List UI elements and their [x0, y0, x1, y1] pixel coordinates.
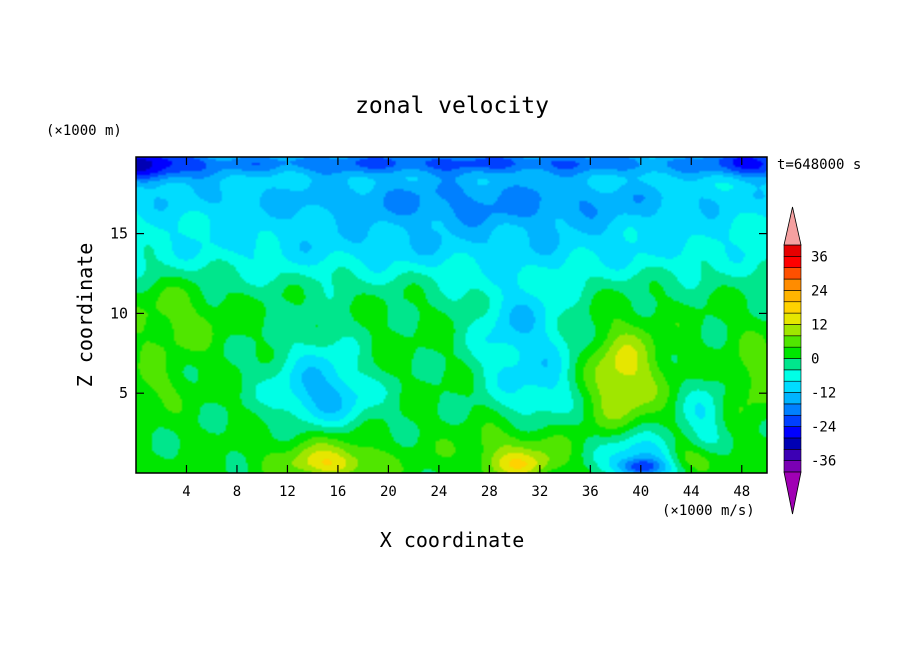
heatmap-field [136, 157, 767, 473]
colorbar-swatch [783, 278, 802, 291]
x-unit-label: (×1000 m/s) [662, 503, 755, 519]
colorbar-swatch [783, 369, 802, 382]
colorbar-swatch [783, 426, 802, 439]
colorbar-tick-label: 0 [811, 352, 819, 368]
plot-frame [135, 156, 768, 474]
x-tick-label: 36 [582, 484, 599, 500]
colorbar-tick-label: -24 [811, 420, 836, 436]
colorbar-swatch [783, 335, 802, 348]
x-tick-label: 12 [279, 484, 296, 500]
colorbar-swatch [783, 312, 802, 325]
y-axis-ticks: 5 10 15 [110, 225, 767, 402]
colorbar-swatch [783, 380, 802, 393]
colorbar-tick-label: 24 [811, 283, 828, 299]
y-unit-label: (×1000 m) [46, 123, 122, 139]
x-tick-label: 44 [683, 484, 700, 500]
x-tick-label: 32 [531, 484, 548, 500]
colorbar-swatch [783, 414, 802, 427]
colorbar-swatch [783, 290, 802, 303]
colorbar-swatch [783, 324, 802, 337]
x-tick-label: 8 [233, 484, 241, 500]
x-tick-label: 28 [481, 484, 498, 500]
colorbar-swatch [783, 256, 802, 269]
colorbar-tick-label: -36 [811, 454, 836, 470]
colorbar-tick-label: -12 [811, 386, 836, 402]
colorbar-swatch [783, 437, 802, 450]
colorbar-high-extend [783, 206, 802, 246]
x-axis-label: X coordinate [380, 528, 525, 552]
colorbar-swatch [783, 403, 802, 416]
colorbar-swatch [783, 392, 802, 405]
x-axis-ticks: 4 8 12 16 20 24 28 32 36 40 44 48 [182, 157, 750, 500]
y-tick-label: 10 [110, 304, 128, 322]
colorbar: -36 -24 -12 0 12 24 36 [783, 206, 836, 515]
colorbar-low-extend [783, 471, 802, 515]
x-tick-label: 48 [733, 484, 750, 500]
colorbar-swatch [783, 460, 802, 473]
chart-title: zonal velocity [355, 93, 549, 119]
x-tick-label: 40 [632, 484, 649, 500]
y-tick-label: 5 [119, 384, 128, 402]
x-tick-label: 4 [182, 484, 190, 500]
x-tick-label: 20 [380, 484, 397, 500]
colorbar-swatch [783, 358, 802, 371]
colorbar-swatch [783, 267, 802, 280]
x-tick-label: 24 [430, 484, 447, 500]
colorbar-swatch [783, 346, 802, 359]
colorbar-swatch [783, 301, 802, 314]
y-tick-label: 15 [110, 225, 128, 243]
x-tick-label: 16 [329, 484, 346, 500]
time-label: t=648000 s [777, 157, 861, 173]
contour-field-image [136, 157, 767, 473]
colorbar-swatch [783, 244, 802, 257]
colorbar-tick-label: 36 [811, 249, 828, 265]
colorbar-tick-label: 12 [811, 317, 828, 333]
y-axis-label: Z coordinate [73, 243, 97, 388]
colorbar-swatch [783, 448, 802, 461]
